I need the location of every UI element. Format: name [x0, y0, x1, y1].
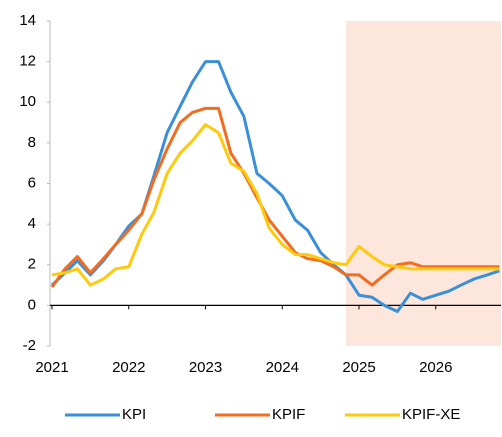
- y-tick-label: 2: [28, 256, 36, 273]
- y-tick-label: 0: [28, 296, 36, 313]
- y-tick-label: 6: [28, 174, 36, 191]
- x-tick-label: 2026: [419, 359, 452, 376]
- x-tick-label: 2024: [266, 359, 299, 376]
- y-tick-label: 14: [19, 12, 36, 29]
- y-tick-label: 12: [19, 53, 36, 70]
- series-line: [51, 123, 500, 287]
- series-line: [50, 60, 500, 313]
- legend-label: KPI: [122, 406, 146, 423]
- legend-label: KPIF-XE: [402, 406, 460, 423]
- legend-label: KPIF: [272, 406, 305, 423]
- y-tick-label: -2: [23, 337, 36, 354]
- x-tick-label: 2023: [189, 359, 222, 376]
- y-tick-label: 10: [19, 93, 36, 110]
- y-tick-label: 8: [28, 134, 36, 151]
- y-tick-label: 4: [28, 215, 36, 232]
- series-line: [50, 106, 500, 288]
- x-tick-label: 2025: [342, 359, 375, 376]
- x-tick-label: 2021: [35, 359, 68, 376]
- forecast-shade: [345, 21, 501, 346]
- x-tick-label: 2022: [112, 359, 145, 376]
